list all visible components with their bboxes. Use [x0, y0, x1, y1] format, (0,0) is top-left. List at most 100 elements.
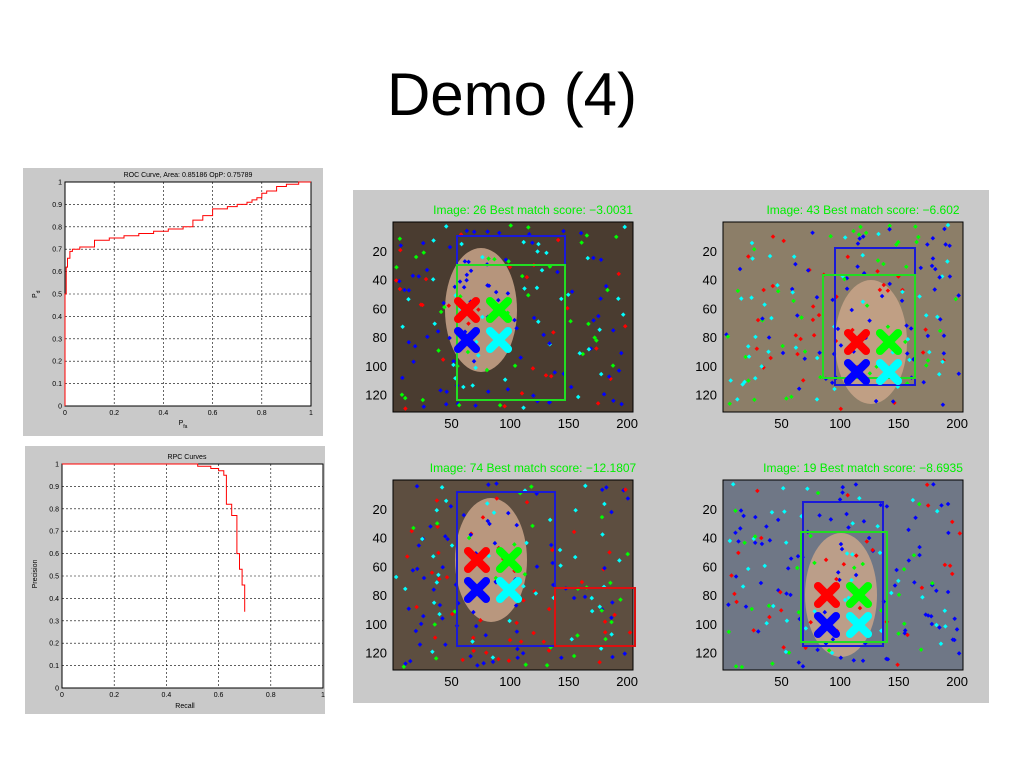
y-tick-label: 0.9 [49, 484, 59, 491]
feature-point [738, 508, 744, 513]
feature-point [591, 255, 596, 261]
y-tick-label: 120 [695, 388, 717, 403]
feature-point [957, 531, 963, 536]
feature-point [929, 621, 935, 627]
y-tick-label: 0.4 [49, 596, 59, 603]
feature-point [760, 316, 765, 321]
feature-point [788, 556, 794, 561]
feature-point [445, 536, 450, 542]
feature-point [941, 351, 947, 356]
y-tick-label: 60 [703, 559, 717, 574]
y-tick-label: 0 [58, 404, 62, 411]
feature-point [726, 629, 732, 635]
feature-point [478, 618, 483, 623]
detection-frame: Image: 26 Best match score: −3.0031 20 40 6… [365, 203, 638, 431]
y-tick-label: 0.8 [49, 506, 59, 513]
y-tick-label: 20 [703, 244, 717, 259]
feature-point [550, 560, 555, 566]
feature-point [609, 509, 614, 515]
x-tick-label: 200 [616, 674, 638, 689]
feature-point [805, 268, 811, 273]
feature-point [729, 573, 734, 578]
feature-point [432, 622, 438, 627]
feature-point [610, 600, 615, 605]
x-tick-label: 100 [499, 416, 521, 431]
face-region [805, 533, 877, 657]
feature-point [849, 577, 854, 583]
x-tick-label: 50 [774, 416, 788, 431]
feature-point [443, 642, 448, 647]
feature-point [598, 371, 604, 377]
feature-point [942, 608, 948, 613]
feature-point [529, 484, 534, 489]
feature-point [810, 317, 816, 323]
feature-point [530, 240, 535, 246]
feature-point [860, 561, 866, 567]
feature-point [608, 580, 613, 586]
feature-point [857, 495, 862, 501]
feature-point [850, 552, 855, 557]
feature-point [431, 587, 437, 592]
feature-point [826, 648, 832, 653]
feature-point [610, 328, 616, 333]
feature-point [622, 224, 627, 230]
feature-point [892, 583, 898, 588]
feature-point [751, 628, 756, 633]
feature-point [609, 632, 614, 637]
x-tick-label: 100 [829, 674, 851, 689]
feature-point [730, 481, 736, 487]
feature-point [606, 374, 612, 379]
right-mouth-marker [845, 611, 873, 639]
feature-point [767, 538, 773, 543]
grid [65, 182, 311, 406]
feature-point [513, 603, 519, 608]
feature-point [436, 572, 441, 578]
feature-point [881, 282, 887, 288]
feature-point [790, 290, 795, 295]
feature-point [940, 359, 945, 364]
feature-point [901, 621, 907, 626]
feature-point [599, 514, 605, 520]
feature-point [508, 223, 514, 228]
feature-point [857, 605, 863, 611]
feature-point [494, 496, 500, 501]
feature-point [616, 296, 621, 301]
feature-point [506, 658, 512, 664]
feature-point [778, 608, 784, 613]
feature-point [431, 600, 437, 605]
feature-point [484, 367, 490, 373]
feature-point [505, 510, 511, 516]
feature-point [733, 530, 738, 535]
y-tick-label: 0.8 [52, 224, 62, 231]
y-axis-label: Precision [32, 560, 39, 589]
feature-point [550, 547, 555, 553]
feature-point [733, 508, 738, 513]
y-tick-label: 20 [373, 502, 387, 517]
feature-point [828, 233, 833, 239]
detection-box [456, 491, 556, 647]
right-mouth-marker [495, 576, 523, 604]
feature-point [413, 254, 419, 260]
feature-point [568, 384, 574, 390]
feature-point [884, 656, 889, 662]
feature-point [917, 552, 922, 558]
right-eye-marker [495, 546, 523, 574]
feature-point [502, 377, 508, 382]
feature-point [429, 570, 435, 575]
feature-point [536, 319, 541, 324]
x-tick-label: 150 [558, 416, 580, 431]
feature-point [575, 394, 581, 400]
feature-point [784, 396, 789, 401]
feature-point [604, 485, 609, 490]
feature-point [524, 500, 530, 505]
feature-point [803, 626, 809, 631]
y-tick-label: 0.3 [52, 336, 62, 343]
feature-point [918, 647, 924, 652]
feature-point [784, 591, 789, 596]
feature-point [394, 264, 399, 270]
x-tick-label: 0.8 [266, 692, 276, 699]
feature-point [895, 662, 900, 668]
y-tick-label: 100 [695, 359, 717, 374]
feature-point [855, 264, 860, 269]
feature-point [938, 641, 944, 647]
